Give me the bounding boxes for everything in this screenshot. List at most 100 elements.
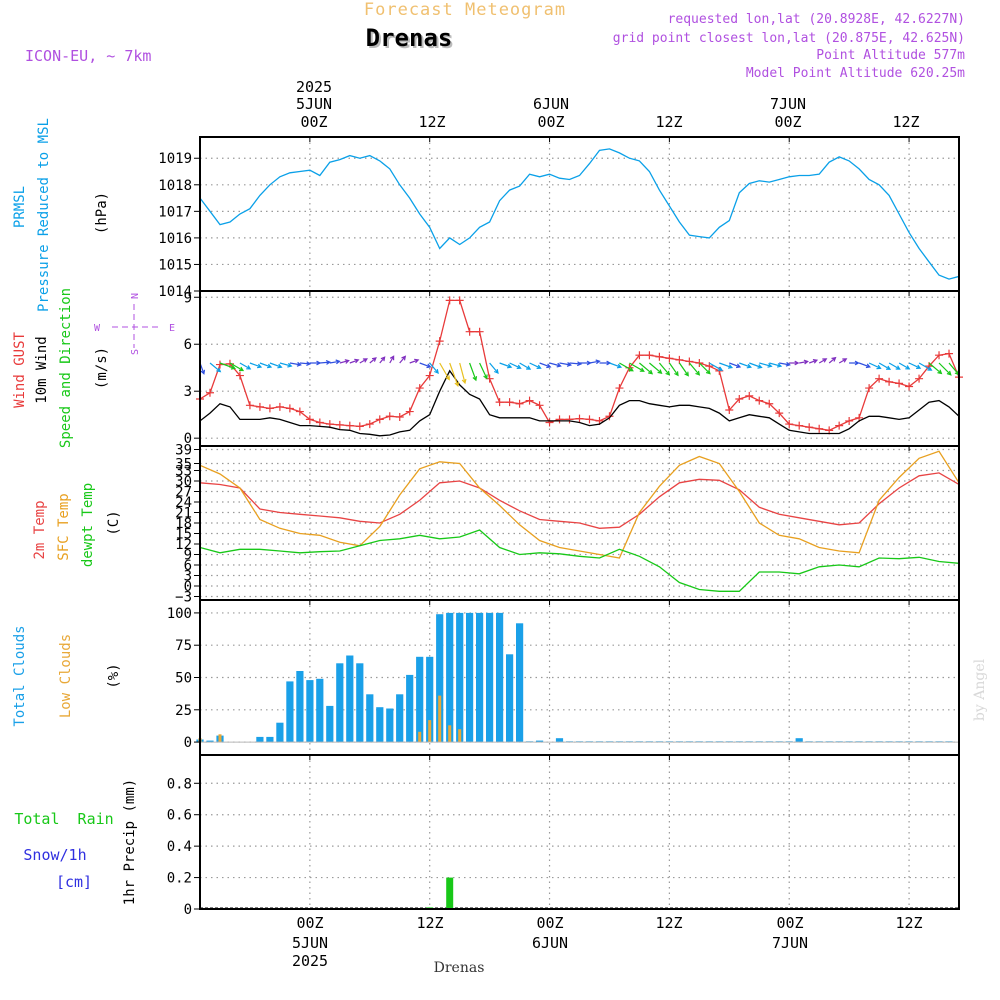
wind-arrow: [369, 357, 377, 364]
gust-marker: [795, 421, 804, 430]
y-tick-label: 0: [184, 431, 192, 447]
wind-arrow: [898, 362, 911, 370]
total-cloud-bar: [476, 612, 484, 743]
wind-arrow: [319, 359, 332, 365]
wind-arrow: [349, 358, 360, 364]
gust-marker: [895, 379, 904, 388]
wind-arrow: [749, 362, 763, 369]
gust-marker: [675, 355, 684, 364]
y-tick-label: 6: [184, 337, 192, 353]
gust-marker: [455, 296, 464, 305]
gust-marker: [865, 384, 874, 393]
y-tick-label: −3: [175, 590, 192, 606]
gust-marker: [815, 424, 824, 433]
gust-marker: [755, 396, 764, 405]
y-tick-label: 21: [175, 506, 192, 522]
total-cloud-bar: [206, 740, 214, 743]
wind-arrow: [569, 361, 583, 367]
gust-marker: [635, 351, 644, 360]
wind-arrow: [609, 362, 623, 369]
gust-marker: [295, 407, 304, 416]
wind-arrow: [799, 359, 809, 365]
location-shadow: Drenas: [368, 26, 455, 54]
gust-marker: [355, 422, 364, 431]
y-tick-label: 1014: [158, 284, 192, 300]
temp-unit-label: (C): [106, 510, 122, 535]
y-tick-label: 1017: [158, 204, 192, 220]
wind-arrow: [359, 358, 368, 364]
wind-arrow: [519, 362, 532, 370]
wind-arrow: [629, 362, 645, 372]
product-title: Forecast Meteogram: [364, 0, 566, 20]
precip-unit-label: 1hr Precip (mm): [122, 779, 138, 905]
wind-arrow: [219, 362, 236, 370]
wind-arrow: [688, 362, 701, 376]
gust-marker: [655, 352, 664, 361]
wind-arrow: [249, 362, 263, 369]
wind-arrow: [489, 362, 499, 374]
wind-arrow: [459, 362, 467, 385]
gust-marker: [665, 354, 674, 363]
y-tick-label: 0.2: [167, 871, 192, 887]
total-cloud-bar: [276, 722, 284, 743]
total-cloud-bar: [346, 655, 354, 742]
2m-temp-line: [200, 472, 959, 529]
wind-arrow: [499, 362, 513, 369]
gust-marker: [575, 414, 584, 423]
low-cloud-bar: [428, 720, 432, 743]
wind-arrow: [759, 362, 773, 368]
gust-marker: [885, 377, 894, 386]
wind-arrow: [539, 362, 552, 369]
total-cloud-bar: [366, 694, 374, 743]
gust-marker: [335, 420, 344, 429]
y-tick-label: 0.4: [167, 839, 192, 855]
top-day-label: 7JUN: [770, 95, 806, 113]
total-cloud-bar: [795, 738, 803, 743]
wind-arrow: [858, 362, 871, 369]
y-tick-label: 24: [175, 495, 192, 511]
gust-line: [200, 299, 959, 431]
wind-arrow: [469, 362, 478, 382]
gust-marker: [645, 351, 654, 360]
compass-west: W: [94, 323, 101, 334]
wind-arrow: [709, 362, 724, 371]
wind-arrow: [549, 362, 562, 368]
gust-marker: [845, 416, 854, 425]
panel-frame: [199, 136, 960, 292]
y-tick-label: 12: [175, 537, 192, 553]
wind-arrow: [908, 362, 922, 369]
y-tick-label: 9: [184, 290, 192, 306]
gust-marker: [785, 420, 794, 429]
panel-frame: [199, 754, 960, 910]
wind-arrow: [509, 362, 522, 369]
gust-marker: [435, 337, 444, 346]
gust-marker: [495, 398, 504, 407]
gust-marker: [745, 391, 754, 400]
total-cloud-bar: [446, 612, 454, 743]
dewpt-label: dewpt Temp: [80, 483, 96, 567]
wind-arrow: [599, 360, 612, 366]
total-cloud-bar: [416, 656, 424, 743]
wind-arrow: [779, 361, 791, 367]
gust-marker: [425, 371, 434, 380]
total-cloud-bar: [376, 707, 384, 743]
wind-arrow: [299, 361, 312, 367]
y-tick-label: 0.6: [167, 808, 192, 824]
wind-arrow: [449, 362, 460, 387]
data-layer: [196, 148, 963, 909]
bottom-hour-label: 00Z: [536, 914, 563, 932]
bottom-day-label: 5JUN: [292, 934, 328, 952]
y-tick-label: 15: [175, 527, 192, 543]
wind-arrow: [279, 362, 293, 368]
tick-layer: 1014101510161017101810190369−30369121518…: [158, 137, 910, 918]
gust-marker: [735, 395, 744, 404]
top-day-label: 5JUN: [296, 95, 332, 113]
bottom-day-label: 7JUN: [772, 934, 808, 952]
gust-marker: [835, 421, 844, 430]
wind-arrow: [589, 359, 601, 365]
gust-marker: [935, 351, 944, 360]
y-tick-label: 1016: [158, 231, 192, 247]
y-tick-label: 39: [175, 443, 192, 459]
wind-arrow: [938, 362, 952, 376]
